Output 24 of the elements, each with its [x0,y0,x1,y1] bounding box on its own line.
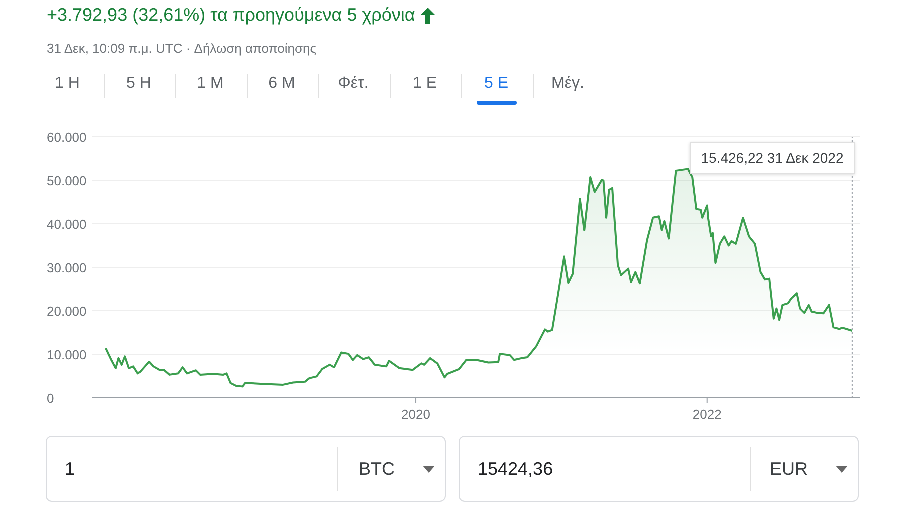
y-tick-label: 20.000 [47,304,87,319]
y-tick-label: 60.000 [47,130,87,145]
chart-subtitle: 31 Δεκ, 10:09 π.μ. UTC · Δήλωση αποποίησης [47,41,316,56]
x-tick-label: 2022 [692,407,722,422]
text: 1 Η [54,75,81,93]
y-tick-label: 10.000 [47,348,87,362]
text: 15424,36 [478,459,554,480]
annotation: 15.426,22 31 Δεκ 2022 [690,142,855,174]
text: 5 Ε [483,75,510,93]
text: 6 Μ [268,75,296,93]
text: Φέτ. [337,75,370,93]
y-tick-label: 0 [47,391,54,406]
text: BTC [359,459,395,480]
y-tick-label: 50.000 [47,174,87,188]
text: 1 Ε [412,75,438,93]
y-tick-label: 40.000 [47,217,87,232]
chart-title: +3.792,93 (32,61%) τα προηγούμενα 5 χρόνια [47,5,416,26]
y-tick-label: 30.000 [47,260,87,276]
text: 1 [65,459,76,480]
text: Μέγ. [550,75,586,93]
text: EUR [770,459,808,480]
x-tick-label: 2020 [402,407,430,422]
text: 1 Μ [196,75,225,93]
text: 5 Η [126,75,152,93]
